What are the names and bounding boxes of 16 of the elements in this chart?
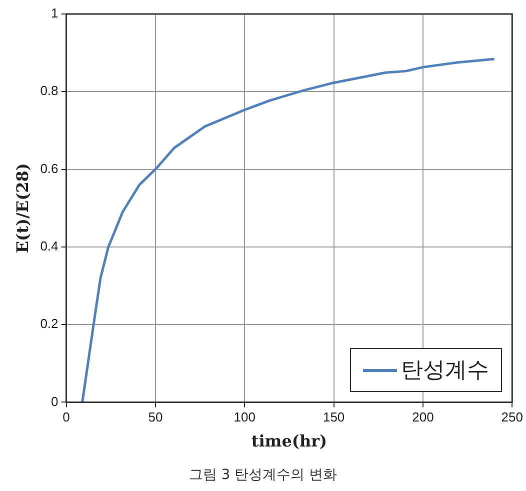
legend-label: 탄성계수 (401, 357, 490, 386)
y-tick-label: 0.4 (40, 238, 58, 254)
y-tick-label: 0.2 (40, 316, 58, 332)
x-tick-label: 0 (62, 410, 70, 425)
x-tick-label: 150 (322, 410, 345, 425)
caption: 그림 3 탄성계수의 변화 (188, 466, 338, 484)
x-tick-label: 50 (148, 410, 163, 425)
y-axis-title: E(t)/E(28) (12, 163, 32, 254)
x-tick-label: 100 (234, 410, 256, 425)
y-tick-label: 0.6 (40, 160, 58, 176)
y-tick-label: 0.8 (40, 83, 58, 98)
x-tick-label: 200 (412, 410, 434, 425)
x-axis-title: time(hr) (251, 432, 328, 451)
x-tick-label: 250 (501, 410, 524, 425)
y-tick-label: 0 (51, 394, 58, 409)
y-tick-label: 1 (51, 6, 58, 21)
